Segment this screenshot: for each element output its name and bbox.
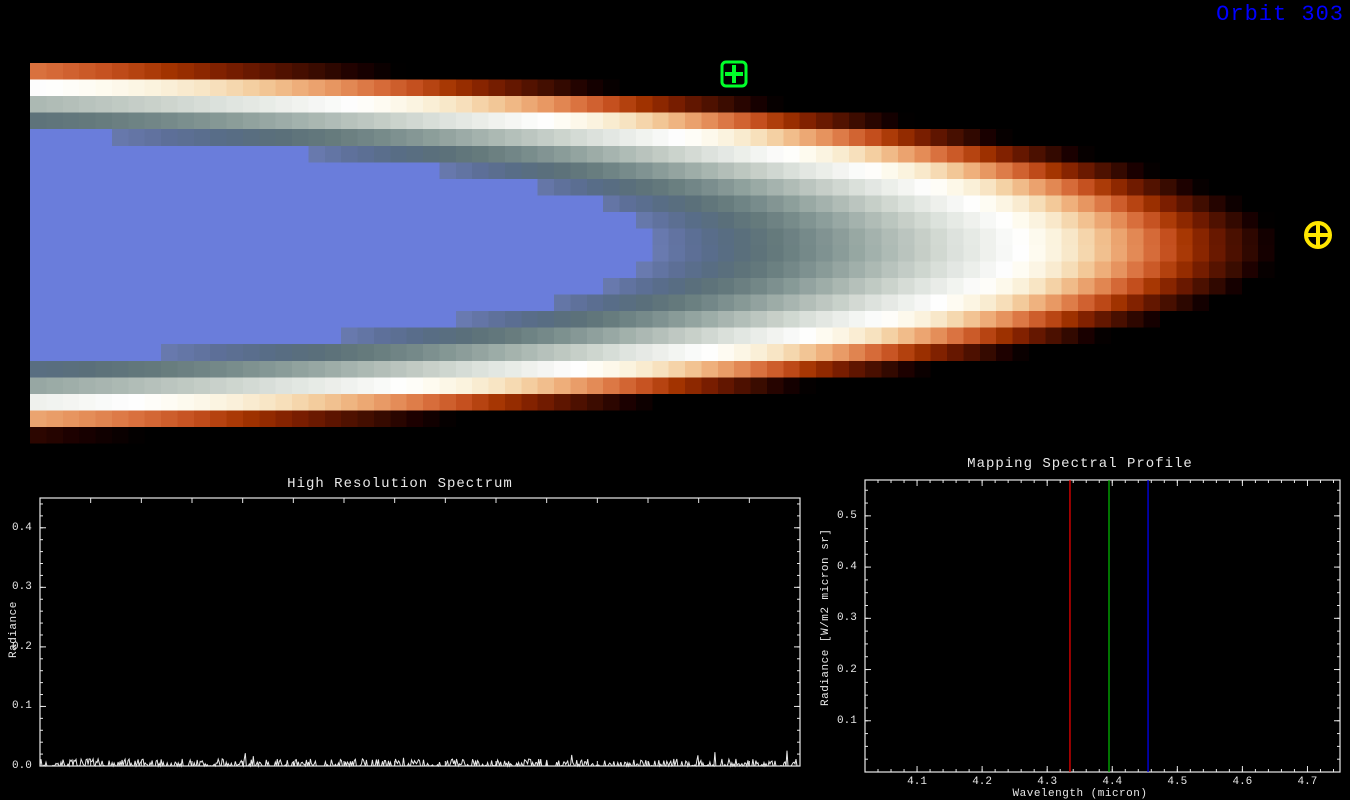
tick-label: 0.1 xyxy=(837,715,857,727)
tick-label: 4.5 xyxy=(1167,776,1187,788)
tick-label: 4.1 xyxy=(907,776,927,788)
tick-label: 4.4 xyxy=(1102,776,1122,788)
right-chart-xlabel: Wavelength (micron) xyxy=(810,788,1350,800)
right-chart-title: Mapping Spectral Profile xyxy=(810,456,1350,472)
tick-label: 4.3 xyxy=(1037,776,1057,788)
tick-label: 0.3 xyxy=(12,581,32,593)
tick-label: 0.5 xyxy=(837,510,857,522)
tick-label: 4.6 xyxy=(1232,776,1252,788)
tick-label: 0.4 xyxy=(12,522,32,534)
tick-label: 0.0 xyxy=(12,760,32,772)
tick-label: 4.7 xyxy=(1298,776,1318,788)
tick-label: 4.2 xyxy=(972,776,992,788)
crosshair-green-icon[interactable] xyxy=(719,59,749,89)
mapping-spectral-profile-chart: Mapping Spectral Profile Radiance [W/m2 … xyxy=(810,456,1350,800)
right-chart-ylabel: Radiance [W/m2 micron sr] xyxy=(820,528,832,706)
tick-label: 0.4 xyxy=(837,561,857,573)
tick-label: 0.2 xyxy=(12,641,32,653)
tick-label: 0.2 xyxy=(837,664,857,676)
left-chart-title: High Resolution Spectrum xyxy=(0,476,800,492)
tick-label: 0.1 xyxy=(12,700,32,712)
orbit-label: Orbit 303 xyxy=(1216,2,1344,27)
high-res-spectrum-chart: High Resolution Spectrum Radiance 0.00.1… xyxy=(0,468,800,800)
spectral-map-image xyxy=(30,30,1340,460)
crosshair-yellow-icon[interactable] xyxy=(1303,220,1333,250)
tick-label: 0.3 xyxy=(837,612,857,624)
